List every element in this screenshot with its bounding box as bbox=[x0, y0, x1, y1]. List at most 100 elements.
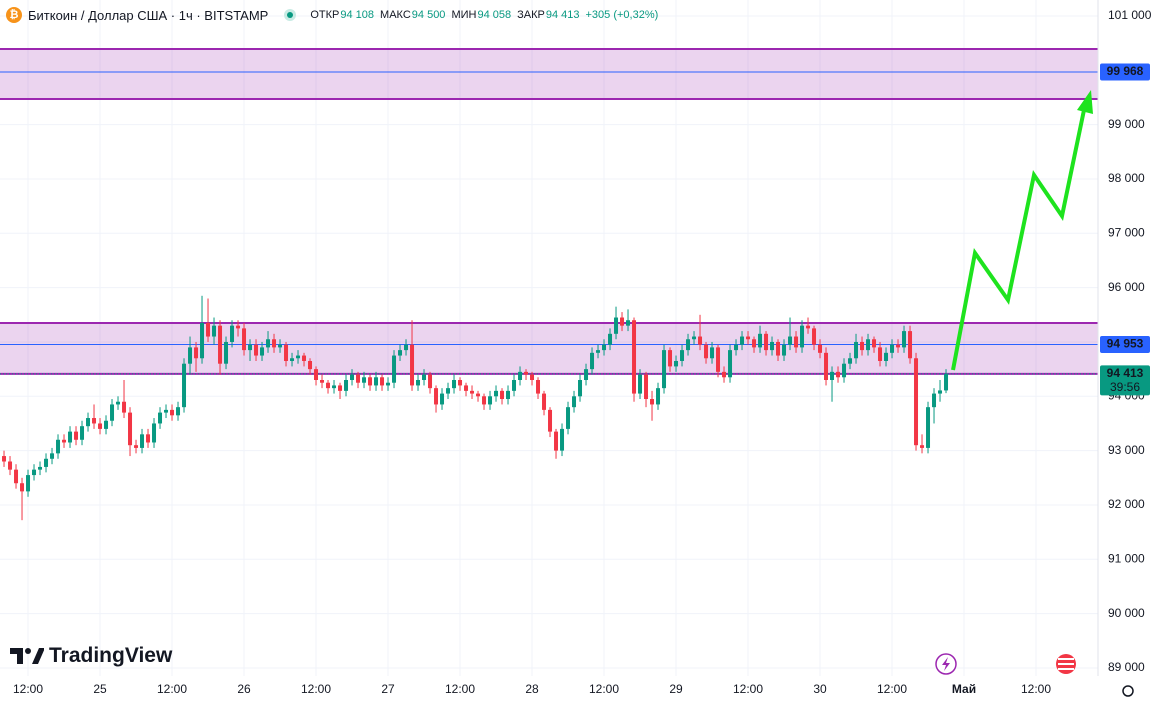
candle-body bbox=[128, 412, 133, 446]
candle-body bbox=[8, 461, 13, 470]
candle-body bbox=[764, 333, 769, 351]
flag-stripe bbox=[1058, 658, 1074, 660]
ohlc-values: ОТКР 94 108 МАКС 94 500 МИН 94 058 ЗАКР 94 413 bbox=[310, 9, 585, 21]
candle-body bbox=[116, 401, 121, 405]
candle-body bbox=[578, 379, 583, 397]
price-label-box bbox=[1100, 63, 1150, 81]
x-tick-label: 27 bbox=[381, 682, 395, 696]
event-icon-bolt bbox=[942, 657, 950, 671]
candle-body bbox=[938, 390, 943, 394]
candle-body bbox=[848, 358, 853, 364]
candle-body bbox=[62, 439, 67, 443]
candle-body bbox=[944, 373, 949, 391]
flag-stripe bbox=[1058, 663, 1074, 665]
price-label: 94 953 bbox=[1107, 337, 1144, 351]
candle-body bbox=[332, 385, 337, 389]
candle-body bbox=[182, 363, 187, 408]
candle-body bbox=[710, 347, 715, 359]
symbol-icon: ₿ bbox=[6, 7, 22, 23]
candle-body bbox=[104, 420, 109, 429]
candle-body bbox=[758, 333, 763, 348]
y-tick-label: 99 000 bbox=[1108, 117, 1145, 131]
candle-body bbox=[506, 390, 511, 400]
x-tick-label: 12:00 bbox=[589, 682, 619, 696]
candle-body bbox=[146, 434, 151, 443]
candle-body bbox=[854, 341, 859, 359]
candle-body bbox=[752, 339, 757, 348]
zone bbox=[0, 48, 1098, 99]
candle-body bbox=[902, 331, 907, 348]
candle-body bbox=[584, 369, 589, 380]
candle-body bbox=[224, 341, 229, 364]
candle-body bbox=[830, 371, 835, 380]
candle-body bbox=[644, 374, 649, 400]
x-tick-label: 28 bbox=[525, 682, 539, 696]
candle-body bbox=[686, 339, 691, 351]
candle-body bbox=[158, 412, 163, 424]
candle-body bbox=[836, 371, 841, 378]
ohlc-key: МИН bbox=[451, 9, 477, 21]
candle-body bbox=[698, 336, 703, 345]
candle-body bbox=[92, 418, 97, 424]
candle-body bbox=[398, 350, 403, 356]
candle-body bbox=[890, 344, 895, 353]
candle-body bbox=[470, 390, 475, 394]
candle-body bbox=[638, 374, 643, 394]
candle-body bbox=[674, 360, 679, 367]
candle-body bbox=[740, 336, 745, 345]
candle-body bbox=[170, 409, 175, 416]
y-tick-label: 92 000 bbox=[1108, 497, 1145, 511]
candle-body bbox=[770, 341, 775, 351]
y-tick-label: 101 000 bbox=[1108, 8, 1152, 22]
candle-body bbox=[842, 363, 847, 378]
candle-body bbox=[86, 418, 91, 427]
x-tick-label: Май bbox=[952, 682, 976, 696]
candle-body bbox=[338, 385, 343, 391]
candle-body bbox=[602, 344, 607, 351]
ohlc-key: ЗАКР bbox=[517, 9, 545, 21]
candle-body bbox=[26, 475, 31, 492]
x-tick-label: 12:00 bbox=[733, 682, 763, 696]
candle-body bbox=[392, 355, 397, 383]
x-tick-label: 12:00 bbox=[157, 682, 187, 696]
forecast-arrow bbox=[951, 109, 1086, 371]
candle-body bbox=[38, 466, 43, 470]
x-tick-label: 30 bbox=[813, 682, 827, 696]
candle-body bbox=[380, 377, 385, 386]
x-tick-label: 12:00 bbox=[445, 682, 475, 696]
candle-body bbox=[308, 360, 313, 370]
candle-body bbox=[236, 325, 241, 329]
candle-body bbox=[500, 390, 505, 400]
candle-body bbox=[428, 374, 433, 389]
candle-body bbox=[56, 439, 61, 454]
candle-body bbox=[452, 379, 457, 389]
settings-icon[interactable] bbox=[1122, 685, 1134, 697]
candle-body bbox=[872, 339, 877, 348]
candle-body bbox=[812, 328, 817, 345]
candle-body bbox=[2, 456, 7, 462]
candle-body bbox=[296, 355, 301, 359]
flag-stripe bbox=[1058, 668, 1074, 670]
candle-body bbox=[866, 339, 871, 351]
watermark-text: TradingView bbox=[49, 644, 173, 667]
candle-body bbox=[524, 371, 529, 375]
y-tick-label: 91 000 bbox=[1108, 551, 1145, 565]
candle-body bbox=[302, 355, 307, 361]
candle-body bbox=[98, 423, 103, 429]
candle-body bbox=[926, 407, 931, 448]
candle-body bbox=[494, 390, 499, 397]
x-tick-label: 12:00 bbox=[13, 682, 43, 696]
price-label-box bbox=[1100, 365, 1150, 396]
candle-body bbox=[368, 377, 373, 386]
ohlc-value: 94 500 bbox=[411, 9, 446, 21]
candle-body bbox=[914, 358, 919, 446]
candle-body bbox=[386, 382, 391, 386]
candle-body bbox=[266, 339, 271, 348]
candle-body bbox=[548, 409, 553, 432]
candle-body bbox=[884, 352, 889, 361]
candle-body bbox=[728, 350, 733, 378]
candle-body bbox=[776, 341, 781, 356]
candle-body bbox=[476, 393, 481, 397]
y-tick-label: 89 000 bbox=[1108, 660, 1145, 674]
candle-body bbox=[434, 388, 439, 405]
